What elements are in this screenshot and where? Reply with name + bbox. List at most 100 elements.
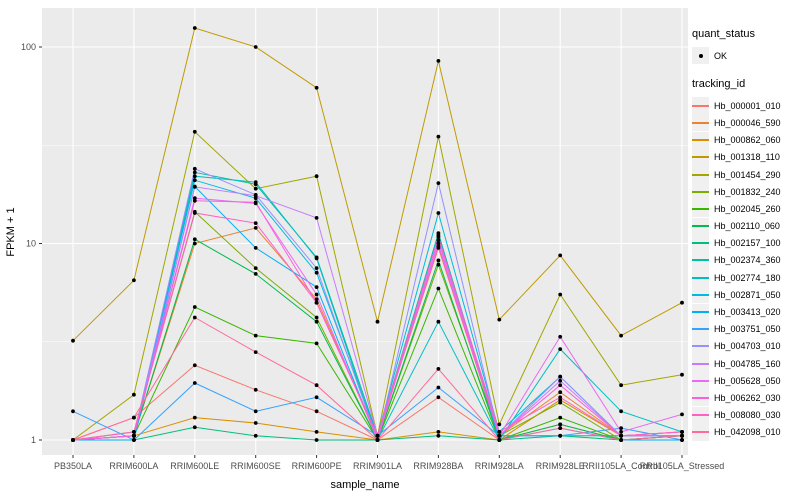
x-tick-label: RRIM901LA xyxy=(353,461,402,471)
data-point xyxy=(192,196,197,201)
legend-key-box xyxy=(692,131,709,149)
x-tick-label: RRIM600LE xyxy=(170,461,219,471)
legend: quant_status OK tracking_id Hb_000001_01… xyxy=(692,28,798,441)
legend-item: Hb_001832_240 xyxy=(692,183,798,201)
data-point xyxy=(253,246,258,250)
data-point xyxy=(558,374,563,379)
data-point xyxy=(253,409,258,414)
legend-key-box xyxy=(692,97,709,115)
data-point xyxy=(375,438,380,442)
legend-key-line xyxy=(692,207,709,210)
data-point xyxy=(132,392,136,397)
y-tick-label: 10 xyxy=(26,239,36,249)
legend-item: Hb_005628_050 xyxy=(692,372,798,390)
legend-item: Hb_001454_290 xyxy=(692,166,798,184)
data-point xyxy=(253,193,258,198)
data-point xyxy=(314,319,319,324)
data-point xyxy=(497,422,502,427)
data-point xyxy=(558,398,563,402)
data-point xyxy=(192,26,197,30)
data-point xyxy=(132,438,136,442)
x-tick-label: RRIM928LA xyxy=(475,461,524,471)
data-point xyxy=(436,258,441,263)
legend-key-line xyxy=(692,190,709,193)
legend-key-box xyxy=(692,337,709,355)
point-icon xyxy=(698,53,703,58)
legend-key-line xyxy=(692,396,709,399)
data-point xyxy=(192,381,197,385)
data-point xyxy=(192,129,197,134)
legend-item-label: Hb_002045_260 xyxy=(714,203,781,214)
data-point xyxy=(497,317,502,322)
legend-key-box xyxy=(692,234,709,252)
data-point xyxy=(132,415,136,420)
data-point xyxy=(619,409,623,414)
legend-item-label: Hb_002374_360 xyxy=(714,255,781,266)
data-point xyxy=(253,180,258,185)
data-point xyxy=(314,315,319,320)
legend-item-label: Hb_008080_030 xyxy=(714,410,781,421)
legend-key-box xyxy=(692,148,709,166)
legend-key-line xyxy=(692,328,709,331)
data-point xyxy=(314,270,319,275)
data-point xyxy=(314,430,319,434)
data-point xyxy=(253,45,258,49)
data-point xyxy=(314,300,319,305)
data-point xyxy=(558,334,563,339)
data-point xyxy=(497,433,502,438)
legend-key-line xyxy=(692,311,709,314)
data-point xyxy=(314,285,319,289)
legend-key-box xyxy=(692,389,709,407)
legend-item: Hb_008080_030 xyxy=(692,406,798,424)
legend-key-line xyxy=(692,414,709,417)
data-point xyxy=(619,433,623,438)
legend-item-label: Hb_002871_050 xyxy=(714,289,781,300)
data-point xyxy=(314,395,319,400)
data-point xyxy=(253,350,258,354)
data-point xyxy=(132,430,136,434)
legend-item-label: Hb_000046_590 xyxy=(714,117,781,128)
legend-key-box xyxy=(692,303,709,321)
data-point xyxy=(192,305,197,309)
data-point xyxy=(253,387,258,392)
data-point xyxy=(680,438,684,442)
legend-item: Hb_003751_050 xyxy=(692,320,798,338)
data-point xyxy=(436,367,441,371)
legend-key-box xyxy=(692,320,709,338)
data-point xyxy=(375,319,380,324)
x-tick-label: PB350LA xyxy=(54,461,92,471)
legend-key-box xyxy=(692,355,709,373)
data-point xyxy=(253,186,258,191)
legend-key-line xyxy=(692,259,709,262)
legend-key-box xyxy=(692,423,709,441)
data-point xyxy=(314,438,319,442)
data-point xyxy=(558,426,563,430)
data-point xyxy=(436,241,441,246)
y-tick-label: 1 xyxy=(31,435,36,445)
data-point xyxy=(192,211,197,215)
legend-key-box xyxy=(692,251,709,269)
legend-key-line xyxy=(692,242,709,245)
legend-key-box xyxy=(692,166,709,184)
data-point xyxy=(558,422,563,427)
data-point xyxy=(558,400,563,405)
data-point xyxy=(619,426,623,430)
data-point xyxy=(253,266,258,270)
legend-item-label: Hb_004785_160 xyxy=(714,358,781,369)
legend-item: Hb_002110_060 xyxy=(692,217,798,235)
data-point xyxy=(680,372,684,377)
legend-item-label: Hb_002774_180 xyxy=(714,272,781,283)
legend-item: Hb_000046_590 xyxy=(692,114,798,132)
legend-item-ok: OK xyxy=(692,47,798,65)
data-point xyxy=(680,430,684,434)
x-tick-label: RRIM600SE xyxy=(231,461,281,471)
data-point xyxy=(619,430,623,434)
legend-item: Hb_004785_160 xyxy=(692,355,798,373)
data-point xyxy=(132,278,136,283)
data-point xyxy=(497,430,502,434)
data-point xyxy=(192,415,197,420)
data-point xyxy=(619,333,623,338)
legend-item-label: Hb_005628_050 xyxy=(714,375,781,386)
